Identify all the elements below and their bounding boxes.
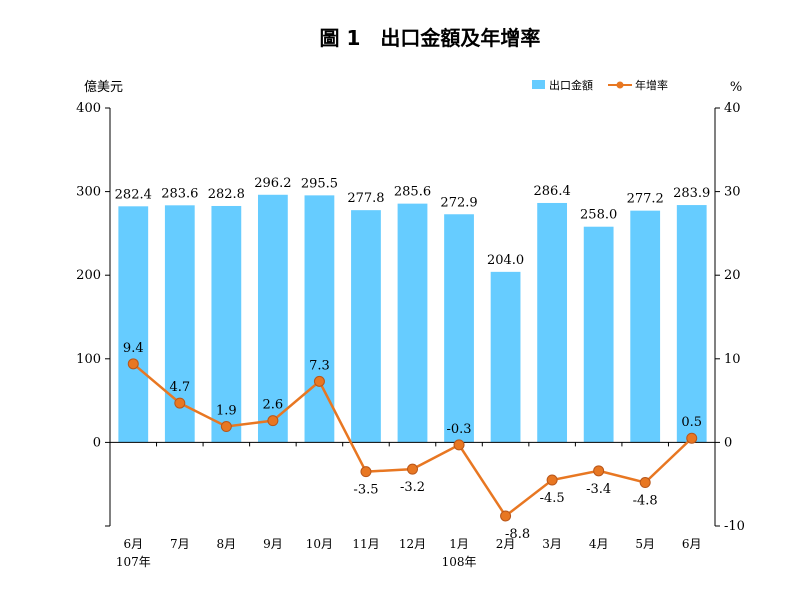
line-value-label: -3.2 bbox=[400, 480, 425, 495]
growth-point bbox=[360, 466, 372, 478]
line-value-label: 2.6 bbox=[263, 398, 284, 413]
bar-value-label: 286.4 bbox=[534, 184, 571, 199]
growth-point bbox=[500, 510, 512, 522]
growth-point bbox=[686, 432, 698, 444]
line-value-label: 7.3 bbox=[309, 358, 330, 373]
category-label: 4月 bbox=[589, 537, 609, 551]
bar bbox=[211, 205, 242, 443]
line-value-label: -4.5 bbox=[540, 491, 565, 506]
legend-label-line: 年增率 bbox=[635, 78, 668, 92]
right-tick-label: 10 bbox=[724, 352, 741, 367]
bar bbox=[583, 226, 614, 443]
chart-title: 圖 1 出口金額及年增率 bbox=[320, 26, 541, 50]
bar-value-label: 204.0 bbox=[487, 253, 524, 268]
left-tick-label: 400 bbox=[76, 101, 101, 116]
bar bbox=[304, 195, 335, 443]
left-tick-label: 100 bbox=[76, 352, 101, 367]
category-label: 2月 bbox=[496, 537, 516, 551]
bar-value-label: 282.8 bbox=[208, 187, 245, 202]
legend-label-bar: 出口金額 bbox=[549, 78, 593, 92]
legend: 出口金額 年增率 bbox=[532, 78, 668, 92]
bar-value-label: 295.5 bbox=[301, 176, 338, 191]
right-tick-label: 40 bbox=[724, 101, 741, 116]
category-label: 5月 bbox=[635, 537, 655, 551]
category-label: 8月 bbox=[217, 537, 237, 551]
bar-series bbox=[118, 194, 707, 443]
bar bbox=[676, 205, 707, 443]
growth-point bbox=[593, 465, 605, 477]
bar-value-label: 285.6 bbox=[394, 185, 431, 200]
category-label: 11月 bbox=[352, 537, 379, 551]
bar bbox=[118, 206, 149, 443]
category-label: 7月 bbox=[170, 537, 190, 551]
left-tick-label: 300 bbox=[76, 185, 101, 200]
left-axis-unit: 億美元 bbox=[84, 79, 123, 95]
growth-point bbox=[174, 397, 186, 409]
bar-value-label: 283.6 bbox=[161, 186, 198, 201]
line-series bbox=[127, 358, 698, 522]
left-tick-label: 200 bbox=[76, 268, 101, 283]
bar-value-label: 296.2 bbox=[254, 176, 291, 191]
line-value-label: -3.4 bbox=[586, 482, 611, 497]
category-label: 3月 bbox=[542, 537, 562, 551]
right-axis-unit: % bbox=[730, 80, 742, 95]
bar-value-label: 282.4 bbox=[115, 187, 152, 202]
bar bbox=[351, 210, 381, 443]
line-value-label: 4.7 bbox=[169, 380, 190, 395]
category-label: 1月 bbox=[449, 537, 469, 551]
category-label: 10月 bbox=[306, 537, 333, 551]
line-value-label: 9.4 bbox=[123, 341, 144, 356]
line-value-label: 1.9 bbox=[216, 404, 237, 419]
right-tick-label: 30 bbox=[724, 185, 741, 200]
growth-point bbox=[453, 439, 465, 451]
bar-value-label: 258.0 bbox=[580, 208, 617, 223]
bar-value-label: 277.2 bbox=[627, 192, 664, 207]
bar-value-label: 277.8 bbox=[347, 191, 384, 206]
line-value-label: -8.8 bbox=[505, 527, 530, 542]
line-value-label: -3.5 bbox=[353, 483, 378, 498]
growth-point bbox=[546, 474, 558, 486]
bar-value-label: 283.9 bbox=[673, 186, 710, 201]
year-label: 107年 bbox=[116, 555, 151, 569]
bar bbox=[537, 202, 568, 443]
category-label: 9月 bbox=[263, 537, 283, 551]
line-value-label: 0.5 bbox=[681, 415, 702, 430]
bar bbox=[397, 203, 428, 443]
right-tick-label: 20 bbox=[724, 268, 741, 283]
bar bbox=[444, 214, 474, 443]
category-label: 6月 bbox=[682, 537, 702, 551]
growth-point bbox=[267, 415, 279, 427]
bar-value-label: 272.9 bbox=[440, 195, 477, 210]
legend-swatch-marker bbox=[616, 81, 624, 89]
category-label: 6月 bbox=[123, 537, 143, 551]
growth-point bbox=[407, 463, 418, 475]
right-tick-label: 0 bbox=[724, 435, 732, 450]
legend-swatch-bar bbox=[532, 80, 545, 89]
bar bbox=[490, 271, 521, 443]
data-labels: 282.4 283.6 282.8 296.2 295.5 277.8 285.6 272.9… bbox=[115, 176, 711, 542]
growth-point bbox=[639, 477, 651, 489]
growth-point bbox=[127, 358, 139, 370]
growth-point bbox=[313, 375, 325, 387]
bar bbox=[257, 194, 288, 443]
growth-point bbox=[220, 421, 232, 433]
bar bbox=[630, 210, 661, 443]
left-tick-label: 0 bbox=[93, 435, 101, 450]
line-value-label: -4.8 bbox=[633, 494, 658, 509]
line-value-label: -0.3 bbox=[446, 422, 471, 437]
category-label: 12月 bbox=[399, 537, 426, 551]
year-label: 108年 bbox=[442, 555, 477, 569]
right-tick-label: -10 bbox=[724, 519, 745, 534]
